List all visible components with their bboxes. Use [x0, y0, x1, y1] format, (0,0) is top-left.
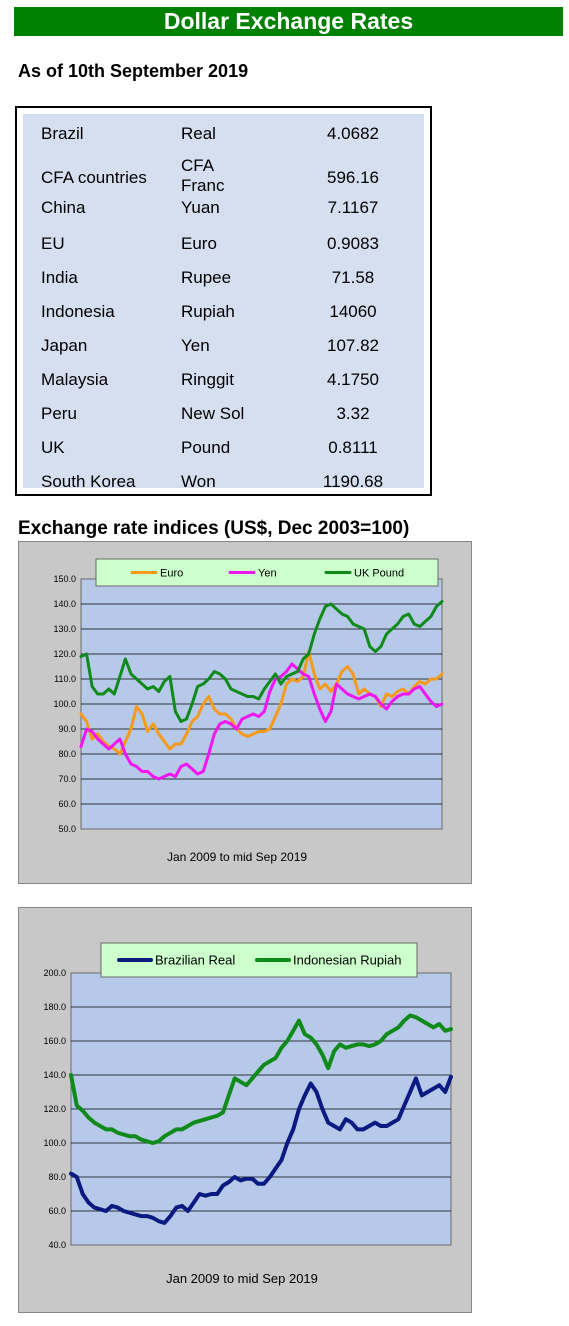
y-tick-label: 100.0 — [43, 1138, 66, 1148]
rate-value: 0.8111 — [328, 438, 378, 457]
y-tick-label: 120.0 — [43, 1104, 66, 1114]
country-name: UK — [41, 438, 65, 457]
currency-name: CFA Franc — [181, 156, 225, 195]
legend-label: Euro — [160, 567, 183, 579]
as-of-date: As of 10th September 2019 — [18, 61, 249, 81]
legend-label: UK Pound — [354, 567, 404, 579]
chart-caption: Jan 2009 to mid Sep 2019 — [167, 850, 307, 864]
y-tick-label: 80.0 — [48, 1172, 66, 1182]
country-name: CFA countries — [41, 168, 147, 187]
country-name: Indonesia — [41, 302, 115, 321]
chart-euro-yen-pound: 50.0 60.0 70.0 80.0 90.0 100.0 110.0 120.0 130.0… — [18, 541, 472, 884]
series-line-indonesian-rupiah — [69, 1013, 453, 1145]
rate-value: 596.16 — [327, 168, 379, 187]
currency-name: Rupee — [181, 268, 232, 287]
series-line-yen — [79, 662, 444, 781]
chart-svg: 40.0 60.0 80.0 100.0 120.0 140.0 160.0 180.0 200… — [43, 942, 453, 1286]
series-line-uk-pound — [79, 600, 444, 723]
y-tick-label: 160.0 — [43, 1036, 66, 1046]
y-tick-label: 140.0 — [53, 599, 76, 609]
y-tick-label: 40.0 — [48, 1240, 66, 1250]
rate-value: 4.1750 — [327, 370, 379, 389]
legend-label: Brazilian Real — [155, 953, 235, 968]
rate-value: 14060 — [329, 302, 377, 321]
legend-label: Indonesian Rupiah — [293, 953, 401, 968]
series-line-brazilian-real — [69, 1074, 453, 1225]
currency-name: Rupiah — [181, 302, 235, 321]
rate-value: 3.32 — [336, 404, 370, 423]
chart-real-rupiah: 40.0 60.0 80.0 100.0 120.0 140.0 160.0 180.0 200… — [18, 907, 472, 1313]
indices-title: Exchange rate indices (US$, Dec 2003=100… — [18, 518, 410, 539]
country-name: Japan — [41, 336, 88, 355]
currency-name: Yuan — [181, 198, 220, 217]
rate-value: 107.82 — [327, 336, 379, 355]
y-tick-label: 60.0 — [58, 799, 76, 809]
y-tick-label: 70.0 — [58, 774, 76, 784]
y-tick-label: 200.0 — [43, 968, 66, 978]
y-tick-label: 80.0 — [58, 749, 76, 759]
chart-caption: Jan 2009 to mid Sep 2019 — [166, 1271, 318, 1286]
country-name: China — [41, 198, 86, 217]
y-tick-label: 60.0 — [48, 1206, 66, 1216]
legend-label: Yen — [258, 567, 277, 579]
country-name: Malaysia — [41, 370, 109, 389]
y-tick-label: 110.0 — [54, 674, 76, 684]
y-tick-label: 140.0 — [43, 1070, 66, 1080]
currency-name: Real — [181, 124, 216, 143]
currency-name: Yen — [181, 336, 210, 355]
y-tick-label: 100.0 — [53, 699, 76, 709]
rate-value: 0.9083 — [327, 234, 379, 253]
currency-name: Euro — [181, 234, 217, 253]
currency-name: Pound — [181, 438, 231, 457]
country-name: Peru — [41, 404, 77, 423]
exchange-rates-table: Brazil Real 4.0682 CFA countries CFA Franc 59… — [15, 106, 432, 496]
y-tick-label: 150.0 — [53, 574, 76, 584]
y-tick-label: 50.0 — [58, 824, 76, 834]
rate-value: 4.0682 — [327, 124, 379, 143]
rate-value: 7.1167 — [327, 198, 379, 217]
page-title: Dollar Exchange Rates — [14, 7, 563, 36]
country-name: South Korea — [41, 472, 136, 491]
rate-value: 71.58 — [331, 268, 375, 287]
chart-svg: 50.0 60.0 70.0 80.0 90.0 100.0 110.0 120.0 130.0… — [53, 558, 444, 864]
rates-table-body: Brazil Real 4.0682 CFA countries CFA Franc 59… — [23, 114, 424, 491]
y-tick-label: 90.0 — [58, 724, 76, 734]
currency-name: New Sol — [181, 404, 245, 423]
currency-name: Won — [181, 472, 216, 491]
country-name: India — [41, 268, 78, 287]
y-tick-label: 180.0 — [43, 1002, 66, 1012]
y-tick-label: 130.0 — [53, 624, 76, 634]
y-tick-label: 120.0 — [53, 649, 76, 659]
country-name: Brazil — [41, 124, 84, 143]
rate-value: 1190.68 — [322, 472, 384, 491]
country-name: EU — [41, 234, 65, 253]
currency-name: Ringgit — [181, 370, 234, 389]
